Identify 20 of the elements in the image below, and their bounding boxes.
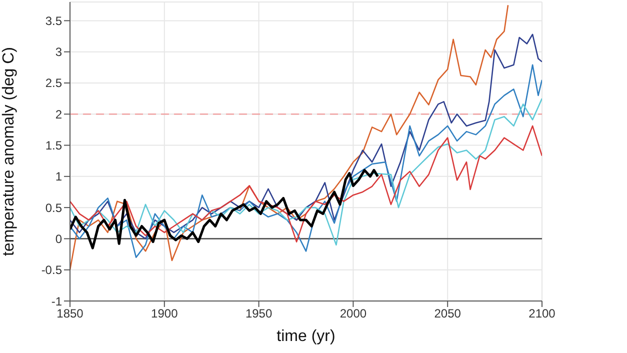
y-tick-label: 0 bbox=[55, 232, 62, 246]
line-series bbox=[70, 168, 379, 250]
y-tick-label: 3 bbox=[55, 45, 62, 60]
x-tick-label: 1900 bbox=[151, 306, 178, 321]
y-tick-label: 2.5 bbox=[45, 76, 62, 90]
y-tick-label: -0.5 bbox=[41, 263, 62, 278]
y-tick-label: 1.5 bbox=[45, 138, 62, 153]
x-tick-label: 2000 bbox=[340, 306, 367, 321]
x-tick-label: 2050 bbox=[434, 306, 462, 321]
y-tick-label: 1 bbox=[55, 170, 62, 184]
x-tick-label: 2100 bbox=[528, 306, 556, 321]
y-tick-label: -1 bbox=[51, 294, 62, 308]
x-tick-label: 1850 bbox=[56, 306, 84, 321]
x-tick-label: 1950 bbox=[245, 306, 272, 321]
y-axis-title: temperature anomaly (deg C) bbox=[0, 47, 18, 256]
y-tick-label: 2 bbox=[55, 107, 62, 122]
y-tick-label: 0.5 bbox=[45, 200, 62, 215]
y-tick-label: 3.5 bbox=[45, 14, 62, 28]
x-axis-title: time (yr) bbox=[276, 328, 336, 345]
line-series bbox=[70, 4, 509, 271]
